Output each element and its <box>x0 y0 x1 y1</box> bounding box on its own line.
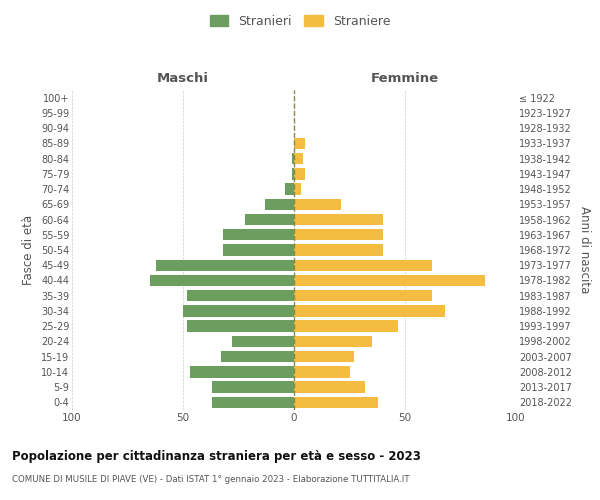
Y-axis label: Fasce di età: Fasce di età <box>22 215 35 285</box>
Bar <box>294 153 303 164</box>
Bar <box>294 244 383 256</box>
Bar <box>292 153 294 164</box>
Bar <box>223 244 294 256</box>
Bar <box>294 336 372 347</box>
Bar <box>223 229 294 240</box>
Bar <box>294 351 354 362</box>
Bar <box>294 198 341 210</box>
Bar <box>150 275 294 286</box>
Bar <box>157 260 294 271</box>
Bar <box>294 382 365 393</box>
Bar <box>294 290 431 302</box>
Legend: Stranieri, Straniere: Stranieri, Straniere <box>206 11 394 32</box>
Bar <box>294 320 398 332</box>
Bar <box>190 366 294 378</box>
Bar <box>187 320 294 332</box>
Text: Maschi: Maschi <box>157 72 209 85</box>
Text: Popolazione per cittadinanza straniera per età e sesso - 2023: Popolazione per cittadinanza straniera p… <box>12 450 421 463</box>
Bar <box>232 336 294 347</box>
Bar <box>221 351 294 362</box>
Bar <box>265 198 294 210</box>
Bar <box>212 382 294 393</box>
Bar <box>292 168 294 179</box>
Bar <box>294 184 301 195</box>
Text: COMUNE DI MUSILE DI PIAVE (VE) - Dati ISTAT 1° gennaio 2023 - Elaborazione TUTTI: COMUNE DI MUSILE DI PIAVE (VE) - Dati IS… <box>12 475 409 484</box>
Text: Femmine: Femmine <box>371 72 439 85</box>
Bar <box>245 214 294 225</box>
Bar <box>294 305 445 316</box>
Bar <box>294 214 383 225</box>
Bar <box>294 229 383 240</box>
Bar <box>212 396 294 408</box>
Bar <box>294 138 305 149</box>
Bar <box>183 305 294 316</box>
Bar <box>294 396 379 408</box>
Bar <box>294 260 431 271</box>
Y-axis label: Anni di nascita: Anni di nascita <box>578 206 591 294</box>
Bar <box>187 290 294 302</box>
Bar <box>294 366 350 378</box>
Bar <box>294 168 305 179</box>
Bar <box>294 275 485 286</box>
Bar <box>285 184 294 195</box>
